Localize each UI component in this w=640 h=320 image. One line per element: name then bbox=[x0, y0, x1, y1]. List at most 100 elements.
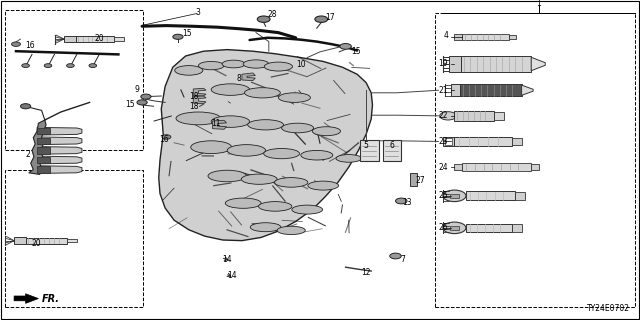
Ellipse shape bbox=[227, 145, 266, 156]
Text: 10: 10 bbox=[296, 60, 306, 69]
Text: 12: 12 bbox=[362, 268, 371, 277]
Text: 21: 21 bbox=[438, 86, 448, 95]
Bar bbox=[462, 163, 531, 171]
Polygon shape bbox=[193, 88, 206, 96]
Bar bbox=[443, 137, 454, 146]
Ellipse shape bbox=[208, 170, 246, 182]
Bar bbox=[454, 137, 512, 146]
Text: 11: 11 bbox=[211, 119, 221, 128]
Circle shape bbox=[22, 64, 29, 68]
Text: 16: 16 bbox=[26, 41, 35, 50]
Bar bbox=[37, 166, 50, 173]
Polygon shape bbox=[37, 127, 82, 135]
Polygon shape bbox=[29, 120, 46, 174]
Bar bbox=[450, 194, 459, 198]
Bar bbox=[460, 84, 522, 96]
Bar bbox=[494, 112, 504, 120]
Circle shape bbox=[67, 64, 74, 68]
Bar bbox=[64, 36, 76, 42]
Text: 20: 20 bbox=[32, 239, 42, 248]
Ellipse shape bbox=[248, 120, 284, 130]
Circle shape bbox=[443, 222, 466, 234]
Circle shape bbox=[12, 42, 20, 46]
Circle shape bbox=[257, 16, 270, 22]
Ellipse shape bbox=[259, 202, 292, 211]
Text: 2: 2 bbox=[26, 150, 30, 159]
Bar bbox=[445, 138, 452, 145]
Ellipse shape bbox=[312, 127, 340, 136]
Circle shape bbox=[173, 34, 183, 39]
Ellipse shape bbox=[211, 116, 250, 127]
Bar bbox=[454, 111, 494, 121]
Text: 8: 8 bbox=[237, 74, 241, 83]
Text: 15: 15 bbox=[182, 29, 192, 38]
Circle shape bbox=[44, 64, 52, 68]
Bar bbox=[37, 157, 50, 163]
Text: 24: 24 bbox=[438, 163, 448, 172]
Bar bbox=[76, 36, 114, 42]
Bar bbox=[512, 138, 522, 145]
Bar bbox=[449, 56, 461, 72]
Ellipse shape bbox=[211, 84, 250, 95]
Text: 13: 13 bbox=[402, 198, 412, 207]
Bar bbox=[26, 238, 67, 244]
Ellipse shape bbox=[264, 62, 292, 71]
Circle shape bbox=[89, 64, 97, 68]
Bar bbox=[515, 192, 525, 200]
Bar bbox=[5, 10, 143, 150]
Text: 4: 4 bbox=[443, 31, 448, 40]
Bar bbox=[461, 56, 531, 72]
Polygon shape bbox=[531, 57, 545, 71]
Text: 28: 28 bbox=[268, 10, 277, 19]
Text: 23: 23 bbox=[438, 137, 448, 146]
Ellipse shape bbox=[308, 181, 339, 190]
Ellipse shape bbox=[275, 178, 308, 187]
Circle shape bbox=[315, 16, 328, 22]
Bar bbox=[454, 164, 462, 170]
Bar bbox=[37, 147, 50, 154]
Bar bbox=[410, 173, 417, 186]
Polygon shape bbox=[522, 85, 533, 95]
Circle shape bbox=[440, 112, 456, 120]
Ellipse shape bbox=[301, 150, 333, 160]
Text: 26: 26 bbox=[438, 223, 448, 232]
Circle shape bbox=[396, 198, 407, 204]
Text: 3: 3 bbox=[195, 8, 200, 17]
Text: 1: 1 bbox=[536, 0, 541, 8]
Circle shape bbox=[340, 44, 351, 49]
Text: 25: 25 bbox=[438, 191, 448, 200]
Ellipse shape bbox=[222, 60, 245, 68]
Ellipse shape bbox=[292, 205, 323, 214]
Text: 15: 15 bbox=[125, 100, 134, 109]
Bar bbox=[14, 237, 26, 244]
Text: 14: 14 bbox=[222, 255, 232, 264]
Text: 18: 18 bbox=[189, 92, 198, 101]
Bar bbox=[531, 164, 539, 170]
Text: FR.: FR. bbox=[42, 293, 60, 304]
Circle shape bbox=[141, 94, 151, 99]
Ellipse shape bbox=[277, 226, 305, 235]
Ellipse shape bbox=[278, 93, 310, 102]
Circle shape bbox=[20, 104, 31, 109]
Text: 14: 14 bbox=[227, 271, 237, 280]
Circle shape bbox=[443, 190, 466, 202]
Polygon shape bbox=[37, 137, 82, 145]
Ellipse shape bbox=[191, 141, 232, 154]
Text: 16: 16 bbox=[159, 135, 168, 144]
Bar bbox=[114, 37, 124, 41]
Text: 19: 19 bbox=[438, 60, 448, 68]
Bar bbox=[37, 138, 50, 144]
Ellipse shape bbox=[264, 148, 300, 159]
Bar bbox=[512, 224, 522, 232]
Bar bbox=[466, 191, 515, 200]
Text: 22: 22 bbox=[438, 111, 448, 120]
Ellipse shape bbox=[243, 60, 269, 68]
Bar bbox=[454, 34, 462, 40]
Bar bbox=[435, 13, 635, 307]
Polygon shape bbox=[37, 147, 82, 154]
Text: 9: 9 bbox=[134, 85, 140, 94]
Polygon shape bbox=[159, 50, 372, 241]
Ellipse shape bbox=[244, 88, 280, 98]
Circle shape bbox=[390, 253, 401, 259]
Polygon shape bbox=[212, 120, 227, 129]
